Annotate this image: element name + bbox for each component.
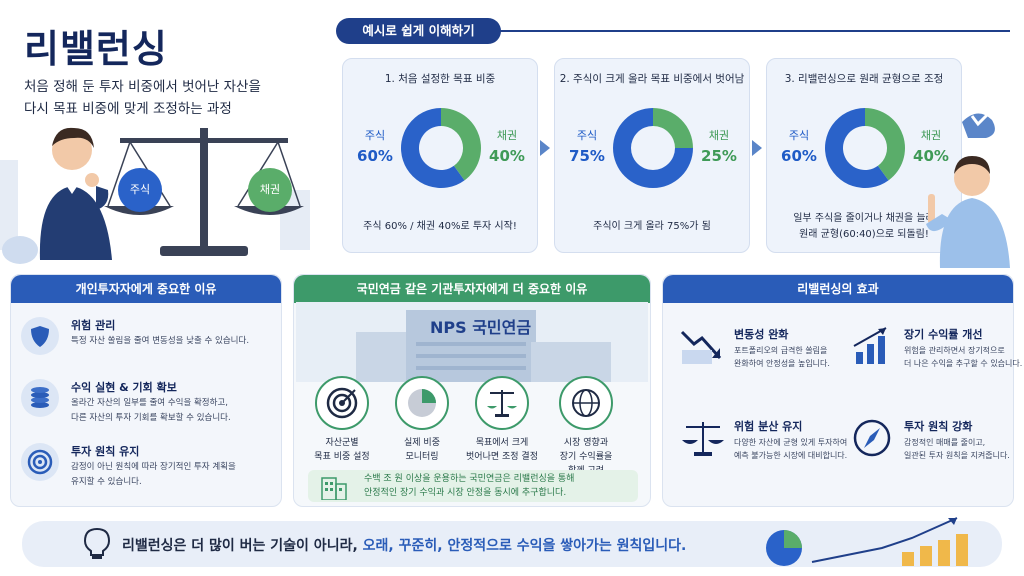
page-subtitle: 처음 정해 둔 투자 비중에서 벗어난 자산을 다시 목표 비중에 맞게 조정하…	[24, 76, 324, 120]
donut-slice-bond	[653, 108, 693, 148]
shield-icon	[21, 317, 59, 355]
donut-slice-bond	[441, 108, 481, 181]
bottom-message: 리밸런싱은 더 많이 버는 기술이 아니라, 오래, 꾸준히, 안정적으로 수익…	[122, 538, 687, 554]
donut-slice-stock	[401, 108, 465, 188]
growth-chart-illustration	[766, 517, 968, 566]
target-icon	[21, 443, 59, 481]
globe-icon	[559, 376, 613, 430]
pie-chart-icon	[395, 376, 449, 430]
balance-scale-illustration	[104, 128, 304, 256]
target-icon	[315, 376, 369, 430]
institutional-step-monitoring: 실제 비중 모니터링	[384, 376, 460, 464]
step-title: 1. 처음 설정한 목표 비중	[384, 73, 496, 85]
allocation-donut-chart	[825, 108, 905, 188]
effect-long-term-return: 장기 수익률 개선 위험을 관리하면서 장기적으로 더 나은 수익을 추구할 수 …	[850, 326, 1022, 370]
step-caption: 주식 60% / 채권 40%로 투자 시작!	[363, 221, 517, 232]
step-arrow-icon	[752, 140, 762, 156]
example-step-2: 2. 주식이 크게 올라 목표 비중에서 벗어남 주식 75% 채권 25% 주식이…	[554, 58, 750, 253]
step-arrow-icon	[540, 140, 550, 156]
allocation-donut-chart	[613, 108, 693, 188]
stock-label: 주식 60%	[781, 129, 817, 165]
compass-icon	[853, 419, 891, 457]
effect-volatility: 변동성 완화 포트폴리오의 급격한 쏠림을 완화하여 안정성을 높입니다.	[680, 326, 830, 370]
subtitle-line-2: 다시 목표 비중에 맞게 조정하는 과정	[24, 101, 232, 117]
hero-illustration	[0, 127, 310, 264]
institutional-step-adjust: 목표에서 크게 벗어나면 조정 결정	[464, 376, 540, 464]
scale-bond-label: 채권	[259, 183, 281, 196]
pointing-person-illustration	[926, 110, 1010, 268]
bottom-banner	[22, 521, 1002, 567]
individual-panel-header: 개인투자자에게 중요한 이유	[11, 275, 281, 303]
step-title: 2. 주식이 크게 올라 목표 비중에서 벗어남	[559, 73, 745, 85]
effects-panel-header: 리밸런싱의 효과	[663, 275, 1013, 303]
scale-icon	[475, 376, 529, 430]
subtitle-line-1: 처음 정해 둔 투자 비중에서 벗어난 자산을	[24, 79, 261, 95]
nps-building-illustration	[296, 302, 648, 382]
step-caption: 일부 주식을 줄이거나 채권을 늘려 원래 균형(60:40)으로 되돌림!	[793, 213, 935, 240]
coins-icon	[21, 379, 59, 417]
bar-chart-up-icon	[853, 327, 887, 364]
step-caption: 주식이 크게 올라 75%가 됨	[593, 221, 711, 232]
trend-down-icon	[680, 330, 722, 364]
lightbulb-icon	[83, 527, 111, 559]
nps-building-sign: NPS 국민연금	[430, 318, 532, 337]
effect-diversification: 위험 분산 유지 다양한 자산에 균형 있게 투자하여 예측 불가능한 시장에 대…	[680, 418, 847, 462]
institutional-panel-header: 국민연금 같은 기관투자자에게 더 중요한 이유	[294, 275, 650, 303]
effects-panel: 리밸런싱의 효과	[662, 274, 1014, 507]
donut-slice-bond	[865, 108, 905, 181]
scale-stock-label: 주식	[129, 183, 151, 196]
page-title: 리밸런싱	[24, 27, 168, 71]
bond-label: 채권 25%	[701, 129, 737, 165]
individual-investor-panel: 개인투자자에게 중요한 이유 위험 관리 특정 자산 쏠림을 줄여 변동성을 낮…	[10, 274, 282, 507]
donut-slice-stock	[613, 108, 693, 188]
example-header: 예시로 쉽게 이해하기	[336, 18, 501, 44]
example-header-divider	[500, 30, 1010, 32]
step-title: 3. 리밸런싱으로 원래 균형으로 조정	[784, 73, 944, 85]
office-building-icon	[321, 477, 347, 500]
scale-icon	[682, 422, 724, 456]
bond-label: 채권 40%	[913, 129, 949, 165]
allocation-donut-chart	[401, 108, 481, 188]
institutional-step-target: 자산군별 목표 비중 설정	[304, 376, 380, 464]
institutional-note: 수백 조 원 이상을 운용하는 국민연금은 리밸런싱을 통해 안정적인 장기 수익…	[308, 470, 638, 502]
example-step-1: 1. 처음 설정한 목표 비중 주식 60% 채권 40% 주식 60% / 채권 …	[342, 58, 538, 253]
thinking-person-illustration	[39, 127, 113, 260]
stock-label: 주식 60%	[357, 129, 393, 165]
bond-label: 채권 40%	[489, 129, 525, 165]
donut-slice-stock	[825, 108, 889, 188]
stock-label: 주식 75%	[569, 129, 605, 165]
effect-principle: 투자 원칙 강화 감정적인 매매를 줄이고, 일관된 투자 원칙을 지켜줍니다.	[850, 418, 1010, 462]
